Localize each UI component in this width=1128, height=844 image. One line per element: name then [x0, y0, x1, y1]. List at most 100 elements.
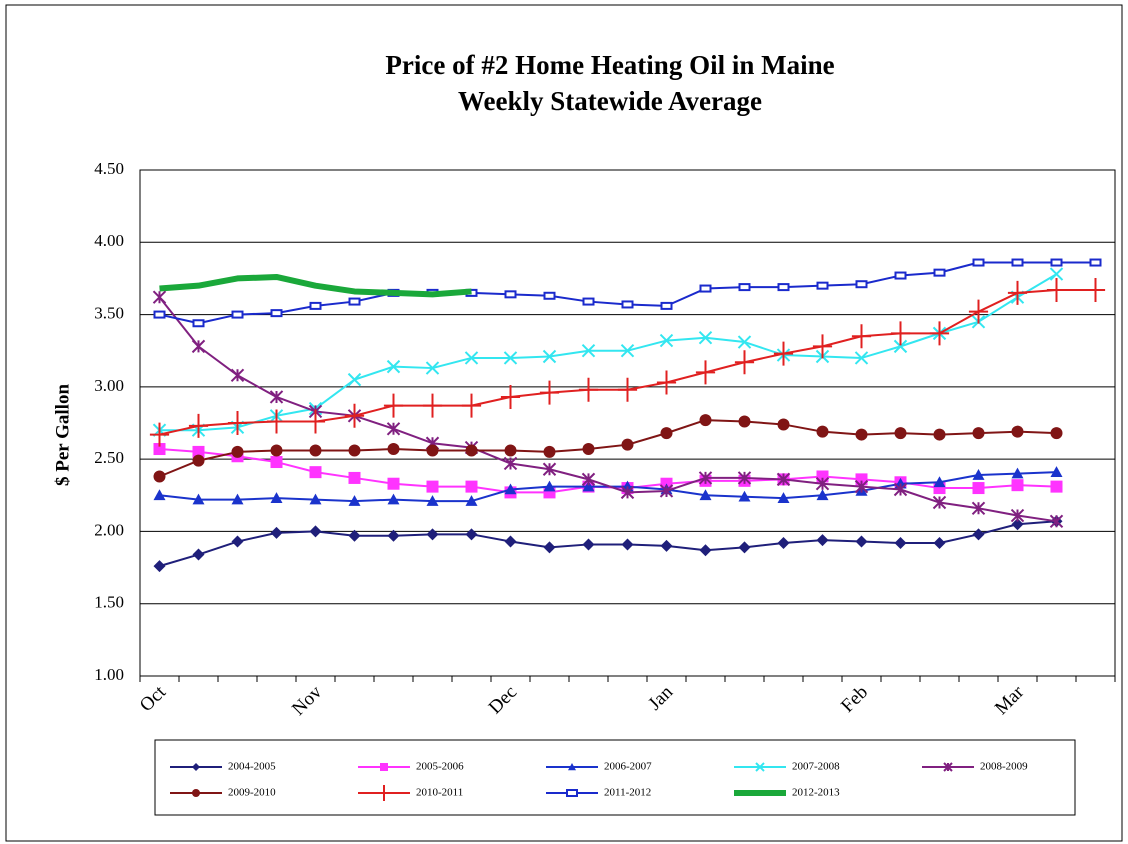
marker [933, 536, 946, 549]
marker [698, 330, 713, 345]
marker [695, 360, 716, 385]
marker [227, 411, 248, 435]
legend-label: 2008-2009 [980, 761, 1028, 773]
marker [1085, 277, 1106, 302]
y-tick-label: 4.00 [94, 231, 124, 250]
marker [188, 413, 209, 438]
series-line [159, 520, 1057, 568]
legend-marker [568, 763, 576, 771]
marker [270, 444, 283, 457]
marker [1011, 479, 1024, 492]
marker [542, 462, 557, 476]
marker [348, 495, 361, 506]
marker [773, 341, 794, 366]
x-tick-label: Nov [288, 681, 326, 719]
marker [933, 476, 946, 488]
marker [270, 456, 283, 469]
marker [1046, 277, 1067, 302]
marker [543, 541, 556, 554]
legend-label: 2007-2008 [792, 761, 840, 773]
legend-marker [380, 763, 388, 771]
marker [621, 538, 634, 551]
marker [777, 536, 790, 549]
marker [465, 444, 478, 457]
marker [152, 290, 167, 304]
marker [192, 493, 205, 505]
marker [617, 377, 638, 402]
marker [426, 480, 439, 493]
marker [929, 321, 950, 346]
marker [621, 300, 634, 309]
marker [816, 281, 829, 290]
marker [386, 359, 401, 374]
marker [815, 477, 830, 491]
x-tick-label: Jan [644, 681, 677, 714]
marker [344, 403, 365, 428]
legend-label: 2012-2013 [792, 787, 840, 799]
legend-marker [943, 762, 953, 772]
marker [231, 535, 244, 548]
marker [426, 528, 439, 541]
marker [656, 370, 677, 395]
marker [737, 335, 752, 349]
marker [383, 393, 404, 418]
marker [465, 495, 478, 506]
marker [972, 258, 985, 267]
marker [504, 290, 517, 299]
marker [192, 319, 205, 328]
marker [1011, 467, 1024, 479]
marker [816, 425, 829, 438]
marker [660, 301, 673, 310]
marker [309, 493, 322, 505]
marker [621, 438, 634, 451]
marker [1050, 258, 1063, 267]
x-tick-label: Feb [837, 682, 872, 717]
marker [500, 384, 521, 409]
series-line [159, 273, 1058, 432]
marker [305, 409, 326, 434]
y-tick-label: 2.50 [94, 448, 124, 467]
marker [738, 283, 751, 292]
marker [231, 310, 244, 319]
x-tick-label: Mar [991, 681, 1029, 719]
marker [933, 268, 946, 277]
marker [1049, 514, 1064, 529]
marker [347, 372, 362, 387]
marker [149, 422, 170, 447]
marker [153, 489, 166, 501]
marker [698, 471, 713, 485]
marker [309, 444, 322, 457]
marker [153, 560, 166, 573]
marker [231, 493, 244, 505]
legend-label: 2009-2010 [228, 787, 276, 799]
y-tick-label: 1.00 [94, 665, 124, 684]
marker [387, 493, 400, 505]
marker [192, 445, 205, 458]
marker [348, 471, 361, 484]
marker [270, 309, 283, 318]
legend-marker [192, 789, 200, 797]
marker [192, 548, 205, 561]
marker [777, 283, 790, 292]
marker [816, 489, 829, 501]
legend-label: 2011-2012 [604, 787, 651, 799]
marker [933, 428, 946, 441]
legend-marker [192, 763, 200, 771]
marker [543, 445, 556, 458]
marker [620, 344, 635, 358]
marker [1089, 258, 1102, 267]
marker [153, 470, 166, 483]
marker [893, 339, 908, 354]
marker [1007, 280, 1028, 305]
marker [738, 490, 751, 502]
marker [812, 334, 833, 359]
marker [231, 445, 244, 458]
legend-marker [755, 762, 765, 772]
marker [309, 525, 322, 538]
y-tick-label: 1.50 [94, 593, 124, 612]
marker [659, 333, 674, 348]
marker [422, 393, 443, 418]
marker [191, 339, 206, 354]
x-tick-label: Dec [485, 682, 521, 718]
marker [270, 526, 283, 539]
